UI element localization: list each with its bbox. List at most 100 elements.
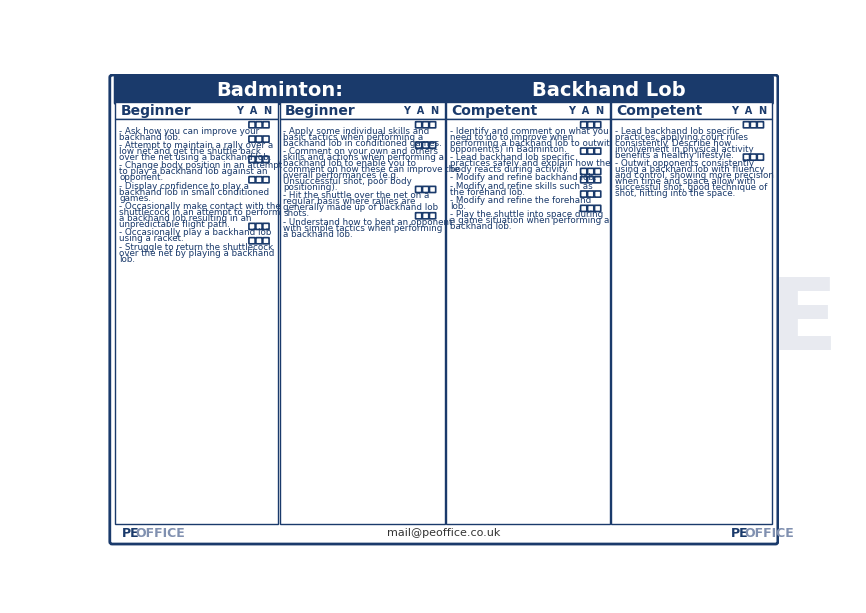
Text: Competent: Competent	[617, 104, 703, 118]
Text: backhand lob in small conditioned: backhand lob in small conditioned	[120, 188, 269, 197]
FancyBboxPatch shape	[416, 122, 422, 128]
Bar	[280, 102, 444, 119]
FancyBboxPatch shape	[263, 122, 269, 128]
FancyBboxPatch shape	[757, 122, 764, 128]
Text: backhand lob.: backhand lob.	[120, 132, 181, 142]
Text: a game situation when performing a: a game situation when performing a	[450, 216, 610, 226]
FancyBboxPatch shape	[430, 122, 436, 128]
FancyBboxPatch shape	[416, 142, 422, 148]
Text: over the net by playing a backhand: over the net by playing a backhand	[120, 249, 275, 257]
Text: - Outwit opponents consistently: - Outwit opponents consistently	[615, 159, 754, 168]
Text: a backhand lob resulting in an: a backhand lob resulting in an	[120, 214, 252, 223]
Text: backhand lob in conditioned games.: backhand lob in conditioned games.	[283, 139, 443, 148]
Text: - Play the shuttle into space during: - Play the shuttle into space during	[450, 210, 604, 219]
Text: regular basis where rallies are: regular basis where rallies are	[283, 197, 416, 207]
FancyBboxPatch shape	[588, 169, 594, 175]
Text: lob.: lob.	[120, 254, 135, 264]
Text: PE: PE	[122, 527, 139, 540]
FancyBboxPatch shape	[580, 177, 587, 183]
Text: involvement in physical activity: involvement in physical activity	[615, 145, 753, 154]
Text: with simple tactics when performing: with simple tactics when performing	[283, 224, 443, 233]
FancyBboxPatch shape	[595, 191, 601, 197]
FancyBboxPatch shape	[255, 136, 262, 142]
Text: opponent.: opponent.	[120, 173, 163, 182]
Text: backhand lob.: backhand lob.	[450, 223, 512, 231]
FancyBboxPatch shape	[423, 213, 429, 219]
Text: games.: games.	[120, 194, 151, 203]
FancyBboxPatch shape	[595, 205, 601, 211]
Text: shuttlecock in an attempt to perform: shuttlecock in an attempt to perform	[120, 208, 281, 217]
FancyBboxPatch shape	[595, 148, 601, 154]
FancyBboxPatch shape	[423, 122, 429, 128]
FancyBboxPatch shape	[263, 238, 269, 244]
Text: shot, hitting into the space.: shot, hitting into the space.	[615, 189, 735, 198]
FancyBboxPatch shape	[249, 238, 255, 244]
Bar	[280, 119, 444, 524]
Text: - Lead backhand lob specific: - Lead backhand lob specific	[615, 127, 740, 135]
Text: Backhand Lob: Backhand Lob	[533, 81, 686, 100]
Text: the forehand lob.: the forehand lob.	[450, 188, 525, 197]
FancyBboxPatch shape	[263, 223, 269, 229]
FancyBboxPatch shape	[255, 156, 262, 162]
Text: opponent(s) in Badminton.: opponent(s) in Badminton.	[450, 145, 566, 154]
Text: Y  A  N: Y A N	[731, 105, 767, 115]
Text: - Modify and refine backhand lob.: - Modify and refine backhand lob.	[450, 173, 597, 182]
Bar	[611, 102, 772, 119]
Text: practices, applying court rules: practices, applying court rules	[615, 132, 748, 142]
Text: - Display confidence to play a: - Display confidence to play a	[120, 181, 249, 191]
Text: OFFICE: OFFICE	[135, 527, 185, 540]
FancyBboxPatch shape	[263, 136, 269, 142]
Text: - Occasionally make contact with the: - Occasionally make contact with the	[120, 202, 281, 211]
Text: unpredictable flight path.: unpredictable flight path.	[120, 220, 230, 229]
Text: consistently. Describe how: consistently. Describe how	[615, 139, 732, 148]
FancyBboxPatch shape	[430, 142, 436, 148]
Text: a backhand lob.: a backhand lob.	[283, 230, 353, 238]
Text: - Understand how to beat an opponent: - Understand how to beat an opponent	[283, 218, 453, 227]
FancyBboxPatch shape	[580, 169, 587, 175]
FancyBboxPatch shape	[255, 177, 262, 183]
FancyBboxPatch shape	[110, 75, 778, 544]
Bar	[446, 119, 610, 524]
Text: Y  A  N: Y A N	[568, 105, 604, 115]
Bar	[611, 119, 772, 524]
Text: - Identify and comment on what you: - Identify and comment on what you	[450, 127, 609, 135]
FancyBboxPatch shape	[114, 76, 445, 104]
FancyBboxPatch shape	[743, 154, 750, 160]
FancyBboxPatch shape	[430, 213, 436, 219]
Text: benefits a healthy lifestyle.: benefits a healthy lifestyle.	[615, 151, 734, 160]
Text: comment on how these can improve the: comment on how these can improve the	[283, 165, 460, 174]
Text: basic tactics when performing a: basic tactics when performing a	[283, 132, 423, 142]
FancyBboxPatch shape	[580, 148, 587, 154]
Text: Beginner: Beginner	[285, 104, 356, 118]
FancyBboxPatch shape	[249, 156, 255, 162]
Text: over the net using a backhand lob.: over the net using a backhand lob.	[120, 153, 271, 162]
Text: overall performances (e.g.: overall performances (e.g.	[283, 171, 399, 180]
Text: need to do to improve when: need to do to improve when	[450, 132, 573, 142]
FancyBboxPatch shape	[423, 186, 429, 192]
FancyBboxPatch shape	[750, 154, 757, 160]
Text: - Apply some individual skills and: - Apply some individual skills and	[283, 127, 430, 135]
Text: PE: PE	[732, 527, 749, 540]
Text: - Occasionally play a backhand lob: - Occasionally play a backhand lob	[120, 228, 271, 237]
FancyBboxPatch shape	[423, 142, 429, 148]
Text: Badminton:: Badminton:	[216, 81, 344, 100]
FancyBboxPatch shape	[743, 122, 750, 128]
Text: PE: PE	[292, 274, 434, 371]
FancyBboxPatch shape	[588, 122, 594, 128]
FancyBboxPatch shape	[588, 191, 594, 197]
FancyBboxPatch shape	[263, 177, 269, 183]
FancyBboxPatch shape	[595, 122, 601, 128]
Text: - Change body position in an attempt: - Change body position in an attempt	[120, 161, 282, 170]
FancyBboxPatch shape	[595, 169, 601, 175]
Bar	[446, 102, 610, 119]
Text: - Struggle to return the shuttlecock: - Struggle to return the shuttlecock	[120, 243, 274, 252]
FancyBboxPatch shape	[249, 136, 255, 142]
FancyBboxPatch shape	[430, 186, 436, 192]
Text: shots.: shots.	[283, 210, 309, 218]
Text: using a racket.: using a racket.	[120, 234, 184, 243]
Text: - Hit the shuttle over the net on a: - Hit the shuttle over the net on a	[283, 191, 430, 200]
FancyBboxPatch shape	[249, 177, 255, 183]
Text: backhand lob to enable you to: backhand lob to enable you to	[283, 159, 417, 168]
FancyBboxPatch shape	[445, 76, 773, 104]
FancyBboxPatch shape	[757, 154, 764, 160]
